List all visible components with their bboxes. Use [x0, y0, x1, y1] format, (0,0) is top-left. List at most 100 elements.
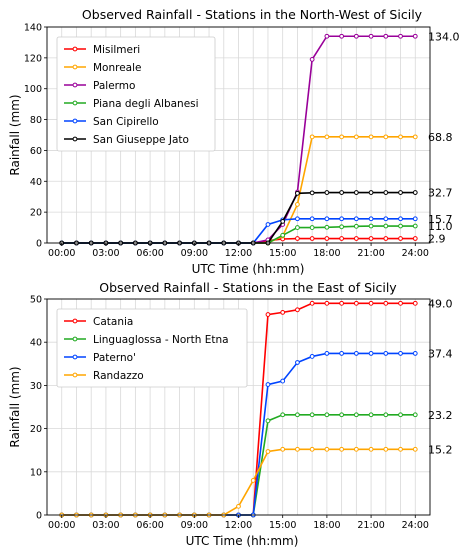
end-value-label: 15.2	[428, 443, 453, 456]
data-point	[309, 412, 315, 418]
y-tick-label: 10	[30, 467, 42, 478]
data-point	[353, 236, 359, 241]
data-point	[353, 134, 359, 140]
data-point	[368, 216, 374, 222]
data-point	[353, 216, 359, 222]
data-point	[339, 446, 345, 452]
y-tick-label: 60	[30, 146, 42, 157]
data-point	[383, 300, 389, 306]
data-point	[339, 216, 345, 222]
x-tick-label: 15:00	[269, 248, 296, 259]
x-tick-label: 12:00	[225, 248, 252, 259]
x-tick-label: 06:00	[136, 520, 163, 531]
legend-item: Piana degli Albanesi	[64, 98, 199, 110]
legend-marker	[72, 354, 78, 360]
data-point	[398, 216, 403, 222]
data-point	[353, 33, 359, 39]
end-value-label: 11.0	[428, 220, 453, 233]
legend-label: Linguaglossa - North Etna	[93, 334, 229, 346]
data-point	[368, 300, 374, 306]
data-point	[295, 307, 300, 313]
legend-marker	[72, 82, 78, 88]
data-point	[324, 134, 330, 140]
data-point	[295, 236, 300, 241]
data-point	[368, 236, 374, 241]
data-point	[353, 223, 359, 229]
x-axis-label: UTC Time (hh:mm)	[186, 534, 299, 548]
y-tick-label: 50	[30, 295, 42, 306]
data-point	[412, 446, 418, 452]
data-point	[398, 33, 403, 39]
x-tick-label: 12:00	[225, 520, 252, 531]
data-point	[324, 300, 330, 306]
data-point	[398, 446, 403, 452]
data-point	[339, 134, 345, 140]
legend-item: Randazzo	[64, 370, 144, 382]
legend-marker	[72, 64, 78, 70]
chart-title: Observed Rainfall - Stations in the East…	[99, 280, 397, 295]
end-value-label: 68.8	[428, 131, 453, 144]
data-point	[412, 351, 418, 356]
legend-box	[56, 308, 248, 388]
data-point	[412, 223, 418, 229]
legend-label: Catania	[93, 316, 133, 328]
data-point	[265, 418, 271, 424]
legend-marker	[72, 336, 78, 342]
x-tick-label: 21:00	[357, 520, 384, 531]
y-tick-label: 0	[36, 511, 42, 522]
legend-label: Randazzo	[93, 370, 144, 382]
data-point	[398, 236, 403, 241]
legend-marker	[72, 372, 78, 378]
legend-marker	[72, 118, 78, 124]
data-point	[353, 351, 359, 356]
data-point	[383, 223, 389, 229]
legend-marker	[72, 318, 78, 324]
end-value-label: 15.7	[428, 213, 453, 226]
data-point	[324, 224, 330, 230]
tick-labels: 00:00 03:00 06:00 09:00 12:00 15:00 18:00 21:00…	[30, 295, 429, 532]
data-point	[353, 412, 359, 418]
data-point	[383, 236, 389, 241]
legend-marker	[72, 100, 78, 106]
data-point	[412, 300, 418, 306]
legend-label: Palermo	[93, 80, 135, 92]
data-point	[280, 232, 286, 238]
legend-item: San Giuseppe Jato	[64, 134, 189, 146]
x-tick-label: 03:00	[92, 520, 119, 531]
chart-title: Observed Rainfall - Stations in the Nort…	[82, 7, 423, 22]
end-value-label: 32.7	[428, 187, 453, 200]
legend-item: Monreale	[64, 62, 142, 74]
x-axis-label: UTC Time (hh:mm)	[192, 262, 305, 276]
legend-box	[56, 36, 216, 152]
data-point	[398, 223, 403, 229]
data-point	[339, 351, 345, 356]
x-tick-label: 15:00	[269, 520, 296, 531]
chart-northwest: Observed Rainfall - Stations in the Nort…	[8, 7, 460, 276]
data-point	[265, 312, 271, 317]
data-point	[383, 412, 389, 418]
data-point	[250, 478, 256, 483]
data-point	[339, 236, 345, 241]
legend-label: San Giuseppe Jato	[93, 134, 189, 146]
y-tick-label: 30	[30, 381, 42, 392]
x-tick-label: 06:00	[136, 248, 163, 259]
data-point	[309, 134, 315, 140]
x-tick-label: 21:00	[357, 248, 384, 259]
y-tick-label: 40	[30, 177, 42, 188]
data-point	[398, 190, 403, 195]
x-tick-label: 18:00	[313, 248, 340, 259]
data-point	[412, 33, 418, 39]
data-point	[412, 236, 418, 241]
data-point	[324, 33, 330, 39]
legend-item: Paterno'	[64, 352, 136, 364]
data-point	[383, 33, 389, 39]
x-tick-label: 09:00	[181, 248, 208, 259]
legend: Misilmeri Monreale Palermo Piana degli Alba…	[56, 36, 216, 152]
data-point	[368, 33, 374, 39]
x-tick-label: 00:00	[48, 520, 75, 531]
data-point	[368, 446, 374, 452]
legend-marker	[72, 136, 78, 142]
data-point	[309, 300, 315, 306]
data-point	[324, 446, 330, 452]
data-point	[324, 190, 330, 195]
